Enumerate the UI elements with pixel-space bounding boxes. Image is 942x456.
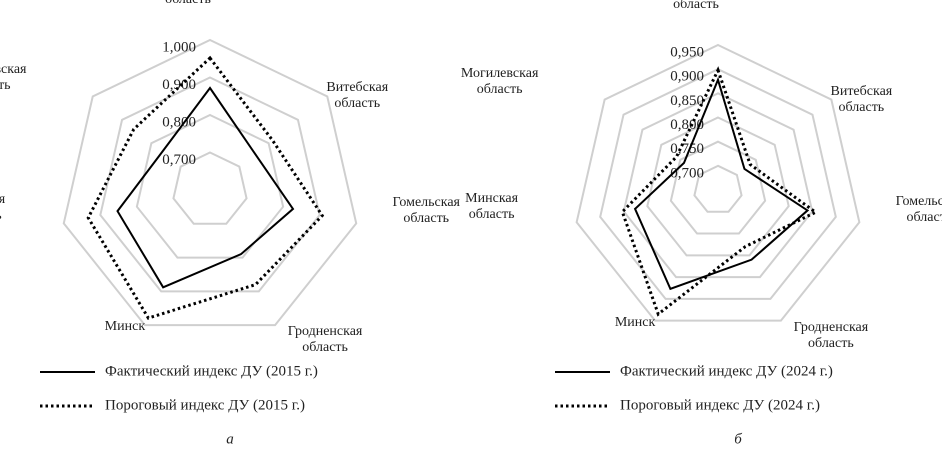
series-line: [86, 55, 325, 320]
grid-ring: [599, 68, 837, 300]
y-tick-label: 0,700: [162, 152, 196, 168]
legend-label: Фактический индекс ДУ (2024 г.): [620, 363, 833, 379]
category-label: Могилевская область: [0, 62, 27, 94]
grid-ring: [646, 116, 790, 257]
category-label: Гомельская область: [895, 194, 942, 226]
category-label: Брестская область: [673, 0, 719, 12]
grid-ring: [693, 164, 743, 213]
y-tick-label: 0,750: [670, 141, 704, 157]
category-label: Гродненская область: [793, 319, 869, 351]
grid-ring: [575, 43, 861, 322]
legend-label: Пороговый индекс ДУ (2015 г.): [105, 397, 305, 413]
grid-ring: [99, 76, 321, 293]
y-tick-label: 0,800: [670, 117, 704, 133]
category-label: Минская область: [465, 191, 519, 223]
y-tick-label: 0,900: [162, 77, 196, 93]
grid-ring: [135, 113, 285, 259]
category-label: Минск: [104, 319, 146, 335]
y-tick-label: 0,700: [670, 165, 704, 181]
category-label: Минск: [614, 314, 656, 330]
legend-label: Фактический индекс ДУ (2015 г.): [105, 363, 318, 379]
category-label: Брестская область: [140, 0, 236, 8]
grid-ring: [622, 92, 814, 279]
legend-label: Пороговый индекс ДУ (2024 г.): [620, 397, 820, 413]
y-tick-label: 1,000: [162, 39, 196, 55]
category-label: Гродненская область: [287, 324, 363, 356]
y-tick-label: 0,850: [670, 93, 704, 109]
category-label: Витебская область: [830, 83, 893, 115]
category-label: Витебская область: [326, 80, 389, 112]
y-tick-label: 0,950: [670, 44, 704, 60]
category-label: Минская область: [0, 192, 6, 223]
y-tick-label: 0,900: [670, 69, 704, 85]
category-label: Могилевская область: [460, 65, 539, 97]
grid-ring: [62, 38, 358, 327]
caption: б: [734, 431, 742, 447]
caption: а: [226, 431, 234, 447]
series-line: [620, 66, 819, 317]
category-label: Гомельская область: [392, 195, 460, 227]
grid-ring: [172, 151, 248, 225]
series-line: [116, 86, 295, 289]
